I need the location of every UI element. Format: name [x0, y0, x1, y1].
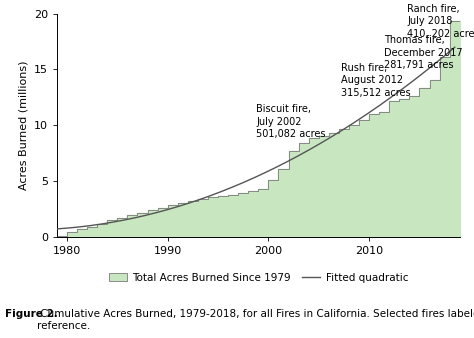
- Text: Ranch fire,
July 2018
410, 202 acres: Ranch fire, July 2018 410, 202 acres: [407, 4, 474, 39]
- Y-axis label: Acres Burned (millions): Acres Burned (millions): [18, 60, 28, 190]
- Legend: Total Acres Burned Since 1979, Fitted quadratic: Total Acres Burned Since 1979, Fitted qu…: [104, 269, 412, 287]
- Text: Thomas fire,
December 2017
281,791 acres: Thomas fire, December 2017 281,791 acres: [384, 35, 463, 70]
- Text: Cumulative Acres Burned, 1979-2018, for all Fires in California. Selected fires : Cumulative Acres Burned, 1979-2018, for …: [37, 309, 474, 331]
- Text: Figure 2.: Figure 2.: [5, 309, 57, 319]
- Text: Rush fire,
August 2012
315,512 acres: Rush fire, August 2012 315,512 acres: [341, 63, 410, 98]
- Text: Biscuit fire,
July 2002
501,082 acres: Biscuit fire, July 2002 501,082 acres: [256, 104, 326, 139]
